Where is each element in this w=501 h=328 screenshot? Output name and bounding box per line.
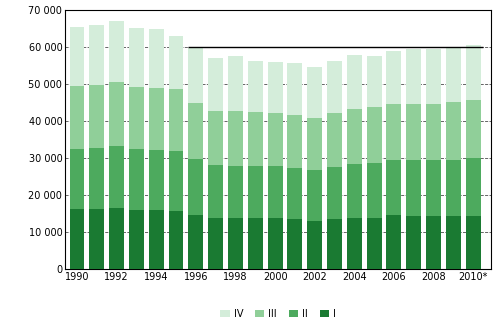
Bar — [288, 219, 302, 269]
Bar — [268, 62, 283, 113]
Bar — [466, 45, 480, 100]
Bar — [327, 113, 342, 167]
Bar — [446, 102, 461, 160]
Bar — [169, 90, 183, 151]
Bar — [446, 47, 461, 102]
Bar — [466, 100, 480, 158]
Bar — [367, 218, 382, 269]
Bar — [347, 55, 362, 109]
Bar — [248, 112, 263, 166]
Bar — [406, 160, 421, 215]
Bar — [426, 160, 441, 216]
Bar — [109, 21, 124, 82]
Bar — [248, 61, 263, 112]
Bar — [327, 167, 342, 219]
Bar — [288, 168, 302, 219]
Bar — [89, 148, 104, 209]
Bar — [347, 164, 362, 218]
Bar — [169, 36, 183, 90]
Bar — [169, 151, 183, 211]
Bar — [307, 117, 322, 170]
Bar — [149, 88, 164, 150]
Bar — [288, 114, 302, 168]
Bar — [70, 209, 85, 269]
Bar — [288, 63, 302, 114]
Bar — [307, 221, 322, 269]
Bar — [466, 158, 480, 215]
Bar — [129, 210, 144, 269]
Bar — [188, 215, 203, 269]
Bar — [149, 150, 164, 210]
Bar — [386, 215, 401, 269]
Bar — [208, 165, 223, 218]
Bar — [406, 215, 421, 269]
Bar — [129, 87, 144, 149]
Bar — [307, 170, 322, 221]
Bar — [208, 218, 223, 269]
Bar — [367, 107, 382, 163]
Bar — [248, 218, 263, 269]
Bar — [169, 211, 183, 269]
Bar — [149, 210, 164, 269]
Legend: IV, III, II, I: IV, III, II, I — [216, 305, 340, 323]
Bar — [367, 56, 382, 107]
Bar — [89, 85, 104, 148]
Bar — [129, 28, 144, 87]
Bar — [406, 104, 421, 160]
Bar — [327, 61, 342, 113]
Bar — [70, 149, 85, 209]
Bar — [89, 209, 104, 269]
Bar — [228, 56, 243, 111]
Bar — [208, 111, 223, 165]
Bar — [109, 146, 124, 208]
Bar — [307, 67, 322, 117]
Bar — [188, 103, 203, 159]
Bar — [426, 104, 441, 160]
Bar — [89, 25, 104, 85]
Bar — [188, 48, 203, 103]
Bar — [268, 166, 283, 218]
Bar — [268, 113, 283, 166]
Bar — [386, 104, 401, 160]
Bar — [426, 50, 441, 104]
Bar — [426, 216, 441, 269]
Bar — [466, 215, 480, 269]
Bar — [228, 111, 243, 166]
Bar — [70, 87, 85, 149]
Bar — [327, 219, 342, 269]
Bar — [347, 218, 362, 269]
Bar — [228, 166, 243, 218]
Bar — [446, 160, 461, 216]
Bar — [268, 218, 283, 269]
Bar — [228, 218, 243, 269]
Bar — [129, 149, 144, 210]
Bar — [188, 159, 203, 215]
Bar — [367, 163, 382, 218]
Bar — [149, 29, 164, 88]
Bar — [208, 58, 223, 111]
Bar — [109, 208, 124, 269]
Bar — [406, 50, 421, 104]
Bar — [386, 51, 401, 104]
Bar — [347, 109, 362, 164]
Bar — [386, 160, 401, 215]
Bar — [109, 82, 124, 146]
Bar — [70, 27, 85, 87]
Bar — [446, 216, 461, 269]
Bar — [248, 166, 263, 218]
